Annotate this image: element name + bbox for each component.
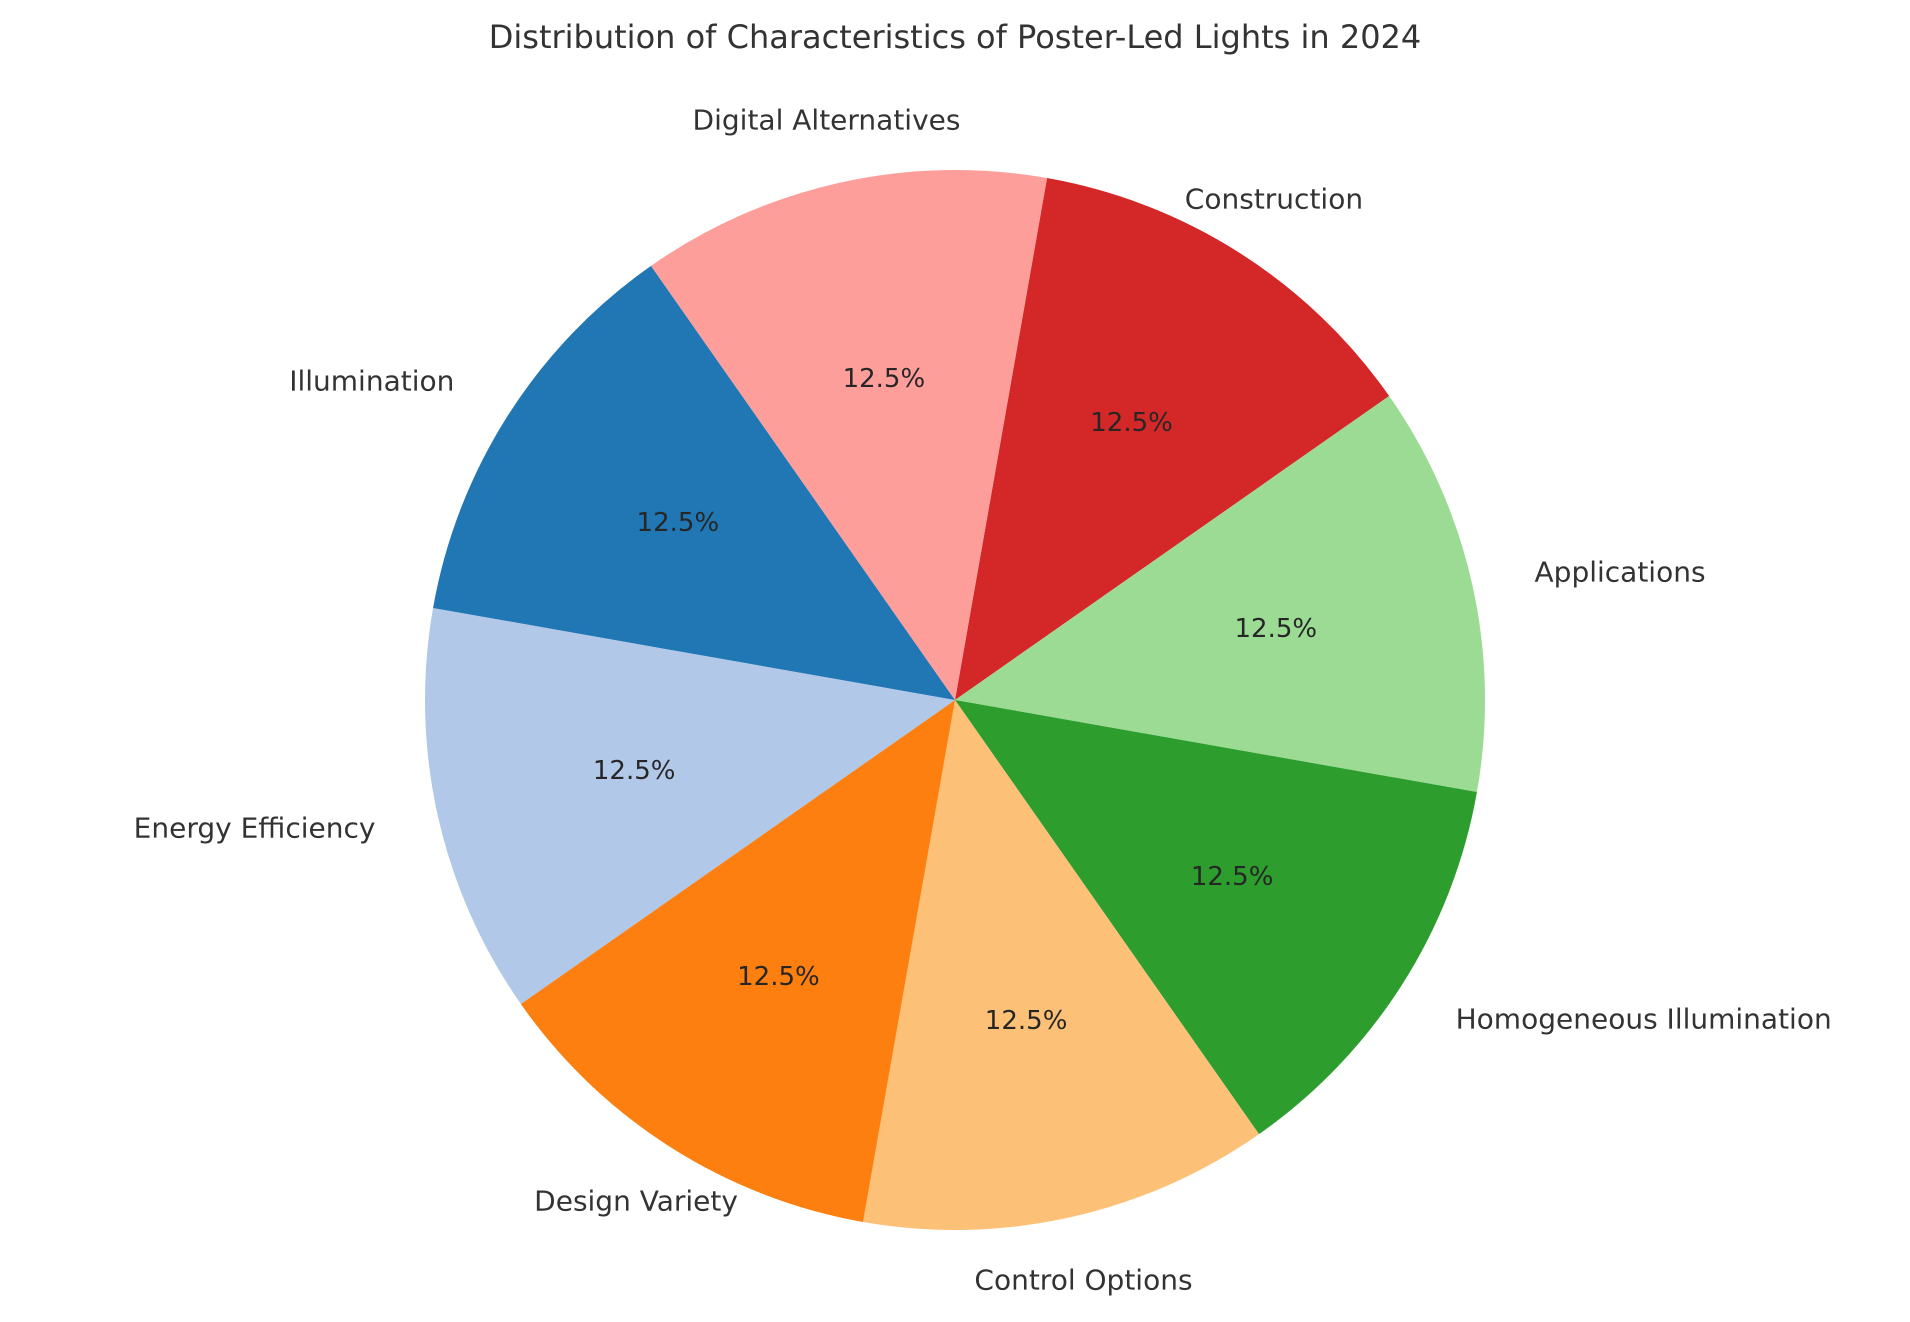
- pie-slice-pct: 12.5%: [1090, 408, 1173, 438]
- pie-slice-pct: 12.5%: [737, 962, 820, 992]
- pie-slice-pct: 12.5%: [843, 364, 926, 394]
- pie-slice-label: Applications: [1535, 555, 1706, 588]
- pie-slice-label: Digital Alternatives: [693, 104, 961, 137]
- pie-slice-label: Control Options: [974, 1263, 1192, 1296]
- pie-slice-label: Construction: [1185, 183, 1363, 216]
- pie-slice-pct: 12.5%: [637, 508, 720, 538]
- pie-slice-pct: 12.5%: [593, 756, 676, 786]
- pie-slice-label: Illumination: [289, 365, 454, 398]
- pie-slice-pct: 12.5%: [1234, 614, 1317, 644]
- pie-slice-label: Energy Efficiency: [134, 812, 376, 845]
- pie-chart-container: Distribution of Characteristics of Poste…: [0, 0, 1910, 1322]
- pie-chart-svg: [0, 0, 1910, 1322]
- pie-slice-label: Design Variety: [534, 1184, 738, 1217]
- pie-slice-pct: 12.5%: [985, 1006, 1068, 1036]
- pie-slice-pct: 12.5%: [1191, 862, 1274, 892]
- pie-slice-label: Homogeneous Illumination: [1456, 1002, 1832, 1035]
